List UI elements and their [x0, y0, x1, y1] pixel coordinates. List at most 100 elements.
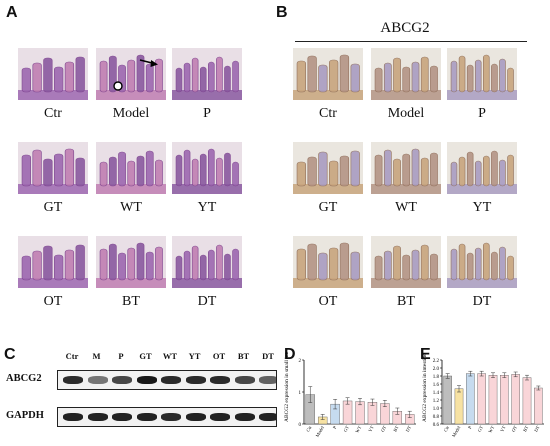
micrograph-ctr	[18, 48, 88, 100]
error-bar	[468, 370, 473, 377]
error-bar	[457, 385, 461, 393]
micrograph-caption: YT	[472, 200, 492, 215]
error-bar	[358, 398, 362, 406]
lesion-arrow-icon	[113, 59, 158, 91]
y-tick-label: 1.8	[433, 375, 440, 380]
lane-label: YT	[188, 351, 201, 361]
error-bar	[407, 410, 412, 418]
micrograph-caption: GT	[318, 200, 338, 215]
micrograph-ot	[293, 236, 363, 288]
x-tick-label: GT	[477, 425, 484, 433]
y-axis-label: ABCG2 expression in intestine	[422, 353, 428, 422]
error-bar	[345, 397, 350, 405]
micrograph-yt	[172, 142, 242, 194]
blot-band	[136, 413, 157, 421]
y-axis-label: ABCG2 expression in small intestine	[284, 352, 290, 422]
x-tick-label: OT	[511, 425, 518, 433]
micrograph-bt	[371, 236, 441, 288]
x-tick-label: YT	[367, 425, 374, 433]
y-tick-label: 1	[299, 391, 302, 396]
blot-band	[259, 376, 276, 384]
micrograph-model	[371, 48, 441, 100]
bar-gt	[477, 373, 486, 425]
blot-band	[185, 413, 206, 421]
blot-band	[210, 413, 230, 421]
x-tick-label: OT	[380, 425, 387, 433]
error-bar	[445, 373, 450, 379]
panel-d-bar-chart: ABCG2 expression in small intestine 0 1 2 Ct…	[284, 352, 416, 438]
blot-row-label: ABCG2	[6, 373, 42, 384]
micrograph-ot	[18, 236, 88, 288]
micrograph-p	[172, 48, 242, 100]
error-bar	[491, 372, 495, 378]
panel-c-western-blot: Ctr M P GT WT YT OT BT DT ABCG2 GAPDH	[0, 345, 280, 445]
lane-label: WT	[162, 351, 178, 361]
micrograph-caption: WT	[395, 200, 417, 215]
micrograph-caption: Model	[112, 106, 150, 121]
bar-yt	[500, 375, 509, 425]
micrograph-yt	[447, 142, 517, 194]
x-tick-label: Ctr	[305, 425, 313, 433]
y-tick-label: 1.0	[433, 407, 440, 412]
blot-band	[234, 376, 255, 384]
micrograph-caption: Ctr	[44, 106, 62, 121]
bar-p	[466, 373, 475, 425]
error-bar	[382, 400, 387, 407]
micrograph-caption: DT	[197, 294, 217, 309]
micrograph-caption: YT	[197, 200, 217, 215]
y-tick-label: 1.6	[433, 383, 440, 388]
lane-label: OT	[212, 351, 226, 361]
micrograph-caption: P	[203, 106, 211, 121]
error-bar	[395, 407, 400, 415]
error-bar	[320, 414, 325, 420]
x-tick-label: P	[467, 425, 473, 430]
lane-label: BT	[237, 351, 250, 361]
panel-e-bar-chart: ABCG2 expression in intestine 0.6 0.8 1.0 1.…	[422, 353, 544, 438]
micrograph-caption: GT	[43, 200, 63, 215]
x-tick-label: Ctr	[443, 425, 451, 433]
blot-band	[234, 413, 255, 421]
blot-band	[161, 376, 181, 384]
panel-b-ihc-grid: Ctr Model P GT WT YT OT BT DT	[275, 0, 550, 340]
x-tick-label: P	[332, 425, 338, 430]
x-tick-label: WT	[354, 425, 362, 434]
y-tick-label: 0	[299, 423, 302, 428]
x-tick-label: BT	[392, 425, 399, 433]
blot-row-label: GAPDH	[6, 410, 44, 421]
lane-label: Ctr	[65, 351, 79, 361]
bar-model	[454, 388, 464, 425]
bar-bt	[522, 377, 532, 425]
error-bar	[525, 374, 529, 381]
micrograph-caption: OT	[43, 294, 63, 309]
panel-b-label: B	[276, 4, 288, 21]
blot-band	[259, 413, 276, 421]
x-tick-label: WT	[487, 425, 495, 434]
micrograph-caption: DT	[472, 294, 492, 309]
micrograph-model	[96, 48, 166, 100]
blot-band	[87, 376, 108, 384]
lane-label: DT	[262, 351, 274, 361]
panel-a-histology-grid: Ctr Model P GT WT YT OT BT DT	[0, 0, 275, 340]
y-tick-label: 1.4	[433, 391, 440, 396]
micrograph-gt	[293, 142, 363, 194]
error-bar	[502, 372, 507, 378]
micrograph-ctr	[293, 48, 363, 100]
micrograph-dt	[172, 236, 242, 288]
blot-band	[112, 413, 132, 421]
panel-a-label: A	[6, 4, 18, 21]
micrograph-caption: OT	[318, 294, 338, 309]
micrograph-wt	[371, 142, 441, 194]
blot-band	[185, 376, 206, 384]
y-tick-label: 2.2	[433, 359, 440, 364]
error-bar	[333, 399, 338, 410]
blot-band	[87, 413, 108, 421]
x-tick-label: GT	[343, 425, 350, 433]
micrograph-p	[447, 48, 517, 100]
error-bar	[513, 371, 518, 378]
x-tick-label: DT	[405, 425, 412, 433]
micrograph-caption: WT	[120, 200, 142, 215]
blot-band	[161, 413, 181, 421]
x-tick-label: BT	[522, 425, 529, 433]
micrograph-caption: Ctr	[319, 106, 337, 121]
lane-label: M	[92, 351, 101, 361]
